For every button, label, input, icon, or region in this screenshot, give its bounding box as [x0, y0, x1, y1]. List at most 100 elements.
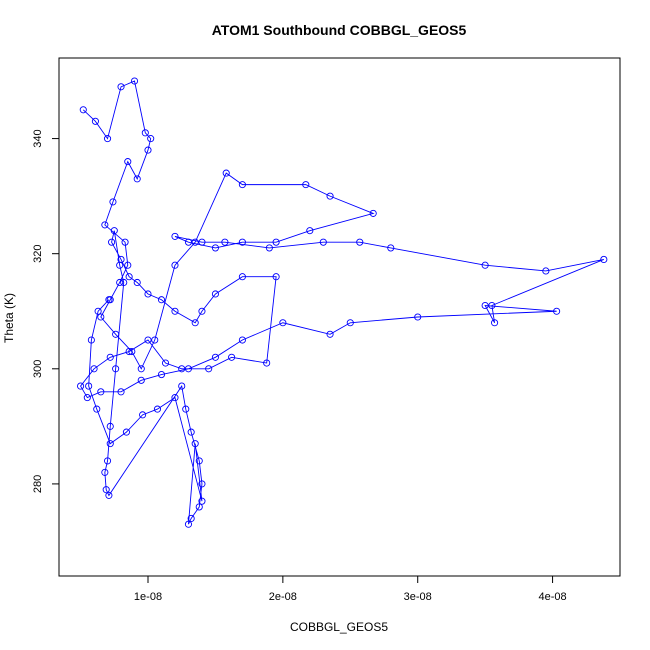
data-point: [157, 296, 166, 304]
data-point: [205, 365, 213, 373]
data-point: [133, 175, 141, 183]
data-point: [356, 238, 364, 246]
data-point: [171, 232, 179, 240]
chart-title: ATOM1 Southbound COBBGL_GEOS5: [212, 22, 467, 38]
data-point: [101, 221, 109, 229]
data-point: [106, 353, 114, 361]
data-point: [211, 353, 219, 361]
data-point: [184, 365, 193, 373]
data-point: [97, 313, 105, 321]
y-axis-label: Theta (K): [2, 293, 16, 343]
y-axis: 280 300 320 340: [32, 129, 60, 493]
data-point: [112, 330, 120, 338]
data-point: [109, 198, 117, 206]
data-point: [195, 503, 203, 511]
data-point: [542, 267, 550, 275]
data-point: [144, 336, 152, 344]
data-point: [122, 428, 130, 436]
data-point: [198, 238, 206, 246]
data-point: [144, 146, 152, 154]
data-point: [137, 376, 145, 384]
data-point: [153, 405, 161, 413]
data-point: [144, 290, 152, 298]
data-point: [157, 371, 166, 379]
data-point: [137, 365, 145, 373]
data-point: [600, 255, 608, 263]
data-point: [481, 261, 489, 269]
data-point: [488, 301, 496, 310]
data-point: [87, 336, 95, 344]
data-point: [133, 278, 141, 287]
data-point: [121, 238, 129, 246]
data-point: [222, 169, 230, 177]
data-point: [211, 290, 219, 298]
data-point: [117, 388, 125, 396]
data-point: [272, 238, 280, 246]
data-point: [83, 394, 91, 402]
data-point: [102, 486, 110, 494]
x-tick-label: 1e-08: [134, 591, 162, 603]
y-tick-label: 320: [32, 245, 44, 263]
data-point: [481, 301, 489, 310]
x-tick-label: 3e-08: [404, 591, 432, 603]
data-point: [104, 135, 112, 143]
data-point: [184, 238, 193, 246]
data-point: [198, 480, 206, 488]
data-point: [91, 117, 99, 125]
data-point: [90, 365, 98, 373]
data-point: [108, 238, 116, 246]
data-point: [228, 353, 236, 361]
data-point: [491, 319, 499, 327]
data-point: [161, 359, 170, 367]
data-point: [263, 359, 271, 367]
data-point: [369, 209, 377, 217]
data-point: [191, 319, 199, 327]
data-point: [187, 428, 195, 436]
data-point: [178, 382, 186, 390]
data-point: [151, 336, 159, 344]
data-point: [171, 307, 179, 315]
data-point: [326, 192, 334, 200]
data-point: [279, 319, 287, 327]
data-point: [105, 491, 113, 499]
data-point: [221, 238, 229, 246]
data-point: [105, 296, 113, 304]
x-axis-label: COBBGL_GEOS5: [290, 620, 388, 634]
data-point: [124, 261, 132, 269]
data-point: [112, 365, 120, 373]
data-point: [211, 244, 219, 252]
data-point: [128, 347, 136, 356]
data-point: [178, 365, 186, 373]
data-point: [77, 382, 85, 390]
data-point: [116, 261, 124, 269]
data-point: [191, 440, 199, 448]
data-point: [124, 158, 132, 166]
data-point: [326, 330, 334, 338]
data-point: [184, 520, 193, 528]
data-point: [116, 278, 124, 287]
x-tick-label: 4e-08: [539, 591, 567, 603]
data-point: [272, 273, 280, 281]
data-point: [238, 181, 246, 189]
data-point: [553, 307, 561, 315]
data-point: [130, 77, 139, 85]
data-point: [147, 135, 155, 143]
data-point: [93, 405, 101, 413]
y-tick-label: 340: [32, 129, 44, 147]
data-point: [191, 238, 199, 246]
data-point: [171, 261, 179, 269]
data-point: [94, 307, 102, 315]
data-point: [187, 514, 195, 522]
data-point: [117, 83, 125, 91]
data-point: [195, 457, 203, 465]
data-point: [106, 440, 114, 448]
y-tick-label: 300: [32, 360, 44, 378]
data-point: [120, 278, 128, 287]
data-point: [101, 468, 109, 476]
data-point: [106, 422, 114, 430]
data-point: [79, 106, 87, 114]
data-point: [306, 227, 314, 235]
data-point: [238, 238, 246, 246]
